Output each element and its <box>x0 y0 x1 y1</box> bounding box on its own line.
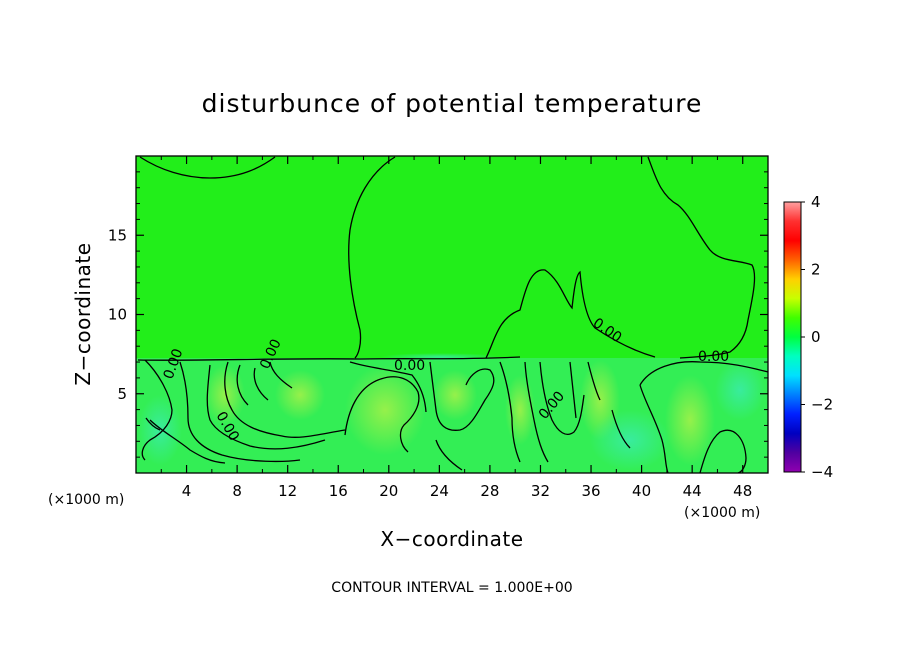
colorbar-tick-label: 4 <box>811 193 821 211</box>
contour-label: 0.00 <box>698 349 729 365</box>
warm-anomaly <box>505 375 535 445</box>
contour-line <box>499 361 521 463</box>
x-tick-label: 4 <box>182 482 192 500</box>
contour-line <box>137 356 521 361</box>
colorbar-tick-label: 2 <box>811 261 821 279</box>
x-tick-label: 36 <box>581 482 600 500</box>
x-tick-label: 40 <box>632 482 651 500</box>
chart-title: disturbunce of potential temperature <box>202 89 703 118</box>
y-axis-label: Z−coordinate <box>71 242 95 385</box>
contour-lines <box>137 156 768 473</box>
contour-line <box>348 156 396 359</box>
warm-anomaly <box>275 370 325 420</box>
contour-line <box>349 361 427 413</box>
x-axis-ticks: 4 8 12 16 20 24 28 32 36 40 44 48 <box>160 156 752 500</box>
contour-line <box>611 409 631 449</box>
cool-anomalies <box>138 353 765 470</box>
contour-line <box>179 361 301 463</box>
y-axis-ticks: 5 10 15 <box>108 171 768 458</box>
colorbar-tick-label: −2 <box>811 396 833 414</box>
warm-anomaly <box>205 365 245 425</box>
cool-anomaly <box>715 360 765 420</box>
y-tick-label: 15 <box>108 226 127 244</box>
contour-line <box>587 361 601 401</box>
x-unit-label-right: (×1000 m) <box>684 505 760 521</box>
contour-line <box>236 364 249 406</box>
contour-line <box>224 361 346 438</box>
contour-line <box>539 361 585 435</box>
warm-anomaly <box>433 370 477 420</box>
contour-line <box>139 156 276 179</box>
x-unit-label-left: (×1000 m) <box>48 492 124 508</box>
x-tick-label: 8 <box>232 482 242 500</box>
colorbar-ticks: 4 2 0 −2 −4 <box>801 193 833 481</box>
colorbar <box>783 201 802 473</box>
contour-line <box>145 417 161 431</box>
x-tick-label: 20 <box>379 482 398 500</box>
x-tick-label: 28 <box>480 482 499 500</box>
contour-line <box>639 361 768 386</box>
x-tick-label: 24 <box>430 482 449 500</box>
contour-line <box>149 419 226 464</box>
x-tick-label: 12 <box>278 482 297 500</box>
heatmap-field <box>136 156 768 473</box>
y-tick-label: 5 <box>117 385 127 403</box>
colorbar-tick-label: 0 <box>811 328 821 346</box>
x-tick-label: 16 <box>329 482 348 500</box>
contour-line <box>269 361 293 389</box>
cool-anomaly <box>590 410 670 470</box>
colorbar-tick-label: −4 <box>811 463 833 481</box>
x-tick-label: 44 <box>683 482 702 500</box>
x-axis-label: X−coordinate <box>380 527 523 551</box>
contour-line <box>253 367 269 401</box>
contour-line <box>344 376 420 453</box>
x-tick-label: 32 <box>531 482 550 500</box>
contour-interval-note: CONTOUR INTERVAL = 1.000E+00 <box>331 580 572 596</box>
contour-label: 0.00 <box>394 358 425 374</box>
contour-line <box>647 156 756 359</box>
contour-line <box>141 359 173 461</box>
contour-line <box>435 439 463 471</box>
contour-line <box>639 384 669 473</box>
contour-line <box>485 269 656 359</box>
y-tick-label: 10 <box>108 306 127 324</box>
contour-line <box>569 361 577 419</box>
contour-line <box>699 429 747 473</box>
contour-line <box>429 361 495 431</box>
warm-anomaly <box>665 375 715 465</box>
warm-anomaly <box>345 365 425 455</box>
contour-line <box>206 364 326 450</box>
x-tick-label: 48 <box>733 482 752 500</box>
contour-line <box>524 361 549 463</box>
